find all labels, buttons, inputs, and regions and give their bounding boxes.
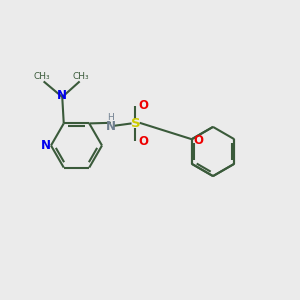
Text: CH₃: CH₃ — [73, 72, 89, 81]
Text: S: S — [130, 117, 140, 130]
Text: O: O — [138, 99, 148, 112]
Text: O: O — [193, 134, 203, 147]
Text: O: O — [138, 135, 148, 148]
Text: CH₃: CH₃ — [34, 72, 50, 81]
Text: N: N — [57, 89, 67, 102]
Text: N: N — [106, 120, 116, 133]
Text: H: H — [107, 113, 114, 122]
Text: N: N — [40, 139, 51, 152]
